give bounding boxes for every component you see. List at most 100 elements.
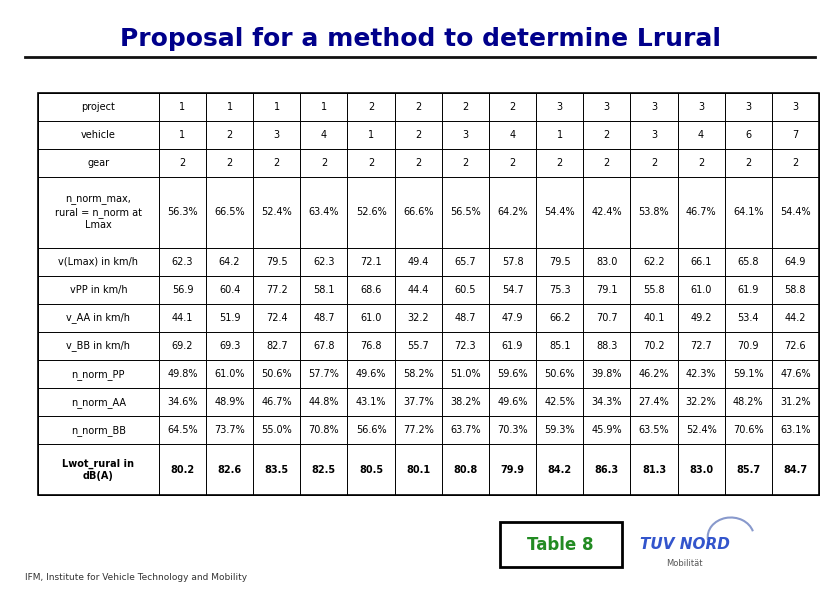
Text: 27.4%: 27.4% (638, 397, 669, 407)
Text: 83.0: 83.0 (596, 257, 617, 266)
Text: 62.2: 62.2 (643, 257, 664, 266)
Text: n_norm_AA: n_norm_AA (71, 397, 126, 407)
Text: 79.5: 79.5 (549, 257, 570, 266)
Text: 62.3: 62.3 (313, 257, 334, 266)
Text: 85.7: 85.7 (736, 464, 760, 475)
Text: 67.8: 67.8 (313, 341, 334, 351)
Text: Table 8: Table 8 (528, 535, 594, 553)
Text: 82.7: 82.7 (266, 341, 287, 351)
Text: 4: 4 (321, 130, 327, 140)
Text: vPP in km/h: vPP in km/h (70, 285, 127, 295)
Text: 85.1: 85.1 (549, 341, 570, 351)
Text: 69.2: 69.2 (171, 341, 193, 351)
Text: 2: 2 (415, 158, 422, 168)
Text: 70.9: 70.9 (738, 341, 759, 351)
Text: 88.3: 88.3 (596, 341, 617, 351)
Text: project: project (81, 102, 115, 112)
Text: 64.2: 64.2 (219, 257, 240, 266)
Text: 48.9%: 48.9% (214, 397, 245, 407)
Text: 2: 2 (368, 158, 374, 168)
Text: 72.7: 72.7 (690, 341, 712, 351)
Text: 4: 4 (509, 130, 516, 140)
Text: 4: 4 (698, 130, 704, 140)
Text: v_AA in km/h: v_AA in km/h (66, 313, 130, 323)
Text: 84.2: 84.2 (548, 464, 572, 475)
Text: 63.5%: 63.5% (638, 425, 669, 436)
Text: 2: 2 (321, 158, 327, 168)
Text: 51.0%: 51.0% (450, 369, 480, 379)
Text: 2: 2 (415, 130, 422, 140)
Text: 75.3: 75.3 (549, 285, 570, 295)
Text: 62.3: 62.3 (171, 257, 193, 266)
Text: 3: 3 (651, 102, 657, 112)
Text: 83.0: 83.0 (689, 464, 713, 475)
Text: 42.4%: 42.4% (591, 208, 622, 217)
Text: vehicle: vehicle (81, 130, 116, 140)
Text: 61.0: 61.0 (360, 313, 381, 323)
Text: 73.7%: 73.7% (214, 425, 245, 436)
Text: n_norm_max,
rural = n_norm at
Lmax: n_norm_max, rural = n_norm at Lmax (55, 194, 142, 230)
Text: 84.7: 84.7 (784, 464, 807, 475)
Text: 50.6%: 50.6% (261, 369, 292, 379)
Text: 69.3: 69.3 (219, 341, 240, 351)
Text: 53.4: 53.4 (738, 313, 759, 323)
Text: 2: 2 (604, 130, 610, 140)
Text: 61.9: 61.9 (501, 341, 523, 351)
Text: 52.4%: 52.4% (261, 208, 292, 217)
Text: 56.9: 56.9 (171, 285, 193, 295)
Text: 72.6: 72.6 (785, 341, 806, 351)
Text: 40.1: 40.1 (643, 313, 664, 323)
Text: 55.0%: 55.0% (261, 425, 292, 436)
Text: 2: 2 (509, 102, 516, 112)
Text: 34.6%: 34.6% (167, 397, 197, 407)
Text: v_BB in km/h: v_BB in km/h (66, 341, 130, 352)
Text: 66.2: 66.2 (549, 313, 570, 323)
Text: 44.2: 44.2 (785, 313, 806, 323)
Text: 63.4%: 63.4% (308, 208, 339, 217)
Text: 49.6%: 49.6% (497, 397, 528, 407)
Text: 38.2%: 38.2% (450, 397, 480, 407)
Text: 66.5%: 66.5% (214, 208, 245, 217)
Text: 56.3%: 56.3% (167, 208, 197, 217)
Text: 49.6%: 49.6% (356, 369, 386, 379)
Text: 77.2: 77.2 (266, 285, 287, 295)
Text: 48.7: 48.7 (313, 313, 334, 323)
Text: 72.3: 72.3 (454, 341, 476, 351)
Text: 60.4: 60.4 (219, 285, 240, 295)
Text: 42.3%: 42.3% (685, 369, 717, 379)
Text: 54.7: 54.7 (501, 285, 523, 295)
Text: 2: 2 (698, 158, 704, 168)
Text: 64.1%: 64.1% (733, 208, 764, 217)
Text: 79.9: 79.9 (501, 464, 524, 475)
Text: 2: 2 (368, 102, 374, 112)
Text: 49.2: 49.2 (690, 313, 711, 323)
Text: 48.7: 48.7 (454, 313, 476, 323)
Text: 45.9%: 45.9% (591, 425, 622, 436)
Text: 56.6%: 56.6% (356, 425, 386, 436)
Text: 70.7: 70.7 (596, 313, 617, 323)
Text: 1: 1 (368, 130, 374, 140)
Text: 61.0: 61.0 (690, 285, 711, 295)
Text: IFM, Institute for Vehicle Technology and Mobility: IFM, Institute for Vehicle Technology an… (25, 573, 247, 582)
Text: 3: 3 (604, 102, 610, 112)
Text: 63.1%: 63.1% (780, 425, 811, 436)
Text: 54.4%: 54.4% (544, 208, 575, 217)
Text: 2: 2 (792, 158, 799, 168)
Text: 77.2%: 77.2% (402, 425, 433, 436)
Text: 3: 3 (274, 130, 280, 140)
Text: 64.9: 64.9 (785, 257, 806, 266)
Text: 57.7%: 57.7% (308, 369, 339, 379)
Text: 46.7%: 46.7% (685, 208, 717, 217)
Text: 64.2%: 64.2% (497, 208, 528, 217)
Text: 58.8: 58.8 (785, 285, 806, 295)
Text: 86.3: 86.3 (595, 464, 619, 475)
Text: 59.3%: 59.3% (544, 425, 575, 436)
Text: 70.2: 70.2 (643, 341, 664, 351)
Text: 68.6: 68.6 (360, 285, 381, 295)
Text: 63.7%: 63.7% (450, 425, 480, 436)
Text: 39.8%: 39.8% (591, 369, 622, 379)
Text: 1: 1 (180, 130, 186, 140)
Text: 56.5%: 56.5% (450, 208, 480, 217)
Text: 1: 1 (557, 130, 563, 140)
Text: 82.6: 82.6 (218, 464, 242, 475)
